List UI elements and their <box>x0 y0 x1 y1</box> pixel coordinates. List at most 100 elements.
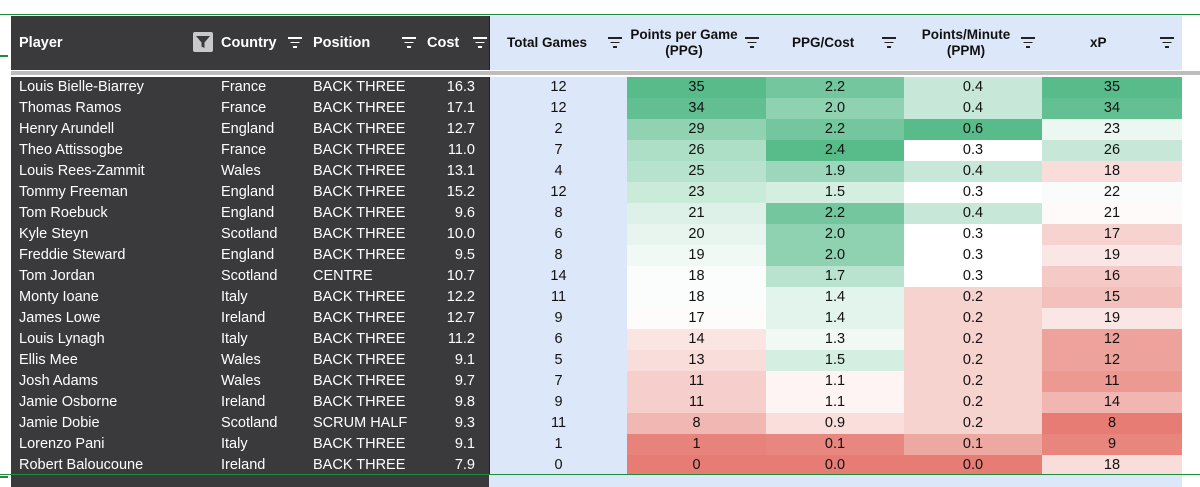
cell-country[interactable]: England <box>213 119 305 140</box>
cell-ppm[interactable]: 0.3 <box>904 224 1042 245</box>
cell-country[interactable]: France <box>213 77 305 98</box>
cell-total-games[interactable]: 1 <box>489 434 627 455</box>
cell-ppg[interactable]: 34 <box>627 98 766 119</box>
cell-ppg-cost[interactable]: 1.3 <box>766 329 904 350</box>
header-position[interactable]: Position <box>305 16 417 70</box>
cell-total-games[interactable]: 9 <box>489 308 627 329</box>
cell-player[interactable]: Theo Attissogbe <box>11 140 213 161</box>
cell-ppm[interactable]: 0.2 <box>904 371 1042 392</box>
cell-cost[interactable]: 12.2 <box>417 287 489 308</box>
cell-xp[interactable]: 35 <box>1042 77 1182 98</box>
cell-xp[interactable]: 16 <box>1042 266 1182 287</box>
cell-xp[interactable]: 15 <box>1042 287 1182 308</box>
cell-country[interactable]: Scotland <box>213 266 305 287</box>
cell-cost[interactable]: 9.3 <box>417 413 489 434</box>
cell-country[interactable]: Wales <box>213 350 305 371</box>
header-player[interactable]: Player <box>11 16 213 70</box>
cell-xp[interactable]: 12 <box>1042 350 1182 371</box>
cell-xp[interactable]: 18 <box>1042 455 1182 476</box>
cell-ppm[interactable]: 0.3 <box>904 266 1042 287</box>
cell-cost[interactable]: 11.0 <box>417 140 489 161</box>
cell-total-games[interactable]: 14 <box>489 266 627 287</box>
cell-ppg[interactable]: 23 <box>627 182 766 203</box>
cell-ppg[interactable]: 17 <box>627 308 766 329</box>
cell-ppg-cost[interactable]: 1.9 <box>766 161 904 182</box>
filter-icon[interactable] <box>288 37 302 48</box>
header-ppm[interactable]: Points/Minute (PPM) <box>904 16 1042 70</box>
cell-xp[interactable]: 9 <box>1042 434 1182 455</box>
cell-xp[interactable]: 8 <box>1042 413 1182 434</box>
cell-ppg-cost[interactable]: 2.0 <box>766 98 904 119</box>
cell-cost[interactable]: 12.7 <box>417 308 489 329</box>
cell-total-games[interactable]: 0 <box>489 455 627 476</box>
cell-xp[interactable]: 17 <box>1042 224 1182 245</box>
cell-ppg[interactable]: 11 <box>627 392 766 413</box>
cell-player[interactable]: Monty Ioane <box>11 287 213 308</box>
cell-position[interactable]: BACK THREE <box>305 245 417 266</box>
cell-cost[interactable]: 9.1 <box>417 350 489 371</box>
cell-player[interactable]: Freddie Steward <box>11 245 213 266</box>
cell-ppg[interactable]: 14 <box>627 329 766 350</box>
cell-ppm[interactable]: 0.4 <box>904 77 1042 98</box>
cell-ppg[interactable]: 29 <box>627 119 766 140</box>
cell-position[interactable]: BACK THREE <box>305 224 417 245</box>
cell-ppm[interactable]: 0.2 <box>904 392 1042 413</box>
cell-total-games[interactable]: 5 <box>489 350 627 371</box>
cell-position[interactable]: BACK THREE <box>305 119 417 140</box>
cell-position[interactable]: CENTRE <box>305 266 417 287</box>
cell-player[interactable]: Jamie Osborne <box>11 392 213 413</box>
cell-country[interactable]: Wales <box>213 371 305 392</box>
cell-country[interactable]: England <box>213 182 305 203</box>
cell-player[interactable]: Thomas Ramos <box>11 98 213 119</box>
cell-xp[interactable]: 18 <box>1042 161 1182 182</box>
cell-xp[interactable]: 11 <box>1042 371 1182 392</box>
cell-ppg-cost[interactable]: 0.0 <box>766 455 904 476</box>
cell-total-games[interactable]: 8 <box>489 245 627 266</box>
cell-position[interactable]: BACK THREE <box>305 161 417 182</box>
cell-total-games[interactable]: 7 <box>489 371 627 392</box>
cell-ppm[interactable]: 0.4 <box>904 161 1042 182</box>
cell-ppg-cost[interactable]: 2.0 <box>766 245 904 266</box>
cell-player[interactable]: Tom Roebuck <box>11 203 213 224</box>
cell-player[interactable]: Louis Rees-Zammit <box>11 161 213 182</box>
cell-player[interactable]: Kyle Steyn <box>11 224 213 245</box>
cell-player[interactable]: Louis Bielle-Biarrey <box>11 77 213 98</box>
cell-player[interactable]: Tom Jordan <box>11 266 213 287</box>
cell-total-games[interactable]: 6 <box>489 224 627 245</box>
cell-ppm[interactable]: 0.2 <box>904 329 1042 350</box>
cell-player[interactable]: Jamie Dobie <box>11 413 213 434</box>
cell-position[interactable]: BACK THREE <box>305 287 417 308</box>
cell-ppg-cost[interactable]: 2.2 <box>766 77 904 98</box>
header-ppg[interactable]: Points per Game (PPG) <box>627 16 766 70</box>
cell-ppg-cost[interactable]: 0.9 <box>766 413 904 434</box>
cell-player[interactable]: Robert Baloucoune <box>11 455 213 476</box>
cell-total-games[interactable]: 4 <box>489 161 627 182</box>
cell-xp[interactable]: 19 <box>1042 245 1182 266</box>
cell-ppg-cost[interactable]: 1.5 <box>766 350 904 371</box>
cell-country[interactable]: France <box>213 98 305 119</box>
cell-ppg[interactable]: 13 <box>627 350 766 371</box>
cell-ppm[interactable]: 0.3 <box>904 245 1042 266</box>
cell-position[interactable]: BACK THREE <box>305 98 417 119</box>
cell-xp[interactable]: 26 <box>1042 140 1182 161</box>
cell-cost[interactable]: 9.5 <box>417 245 489 266</box>
cell-country[interactable]: Ireland <box>213 455 305 476</box>
cell-total-games[interactable]: 12 <box>489 77 627 98</box>
cell-cost[interactable]: 9.7 <box>417 371 489 392</box>
cell-cost[interactable]: 13.1 <box>417 161 489 182</box>
cell-ppg[interactable]: 35 <box>627 77 766 98</box>
cell-ppg-cost[interactable]: 1.4 <box>766 287 904 308</box>
cell-player[interactable]: Lorenzo Pani <box>11 434 213 455</box>
cell-ppm[interactable]: 0.3 <box>904 140 1042 161</box>
cell-ppg-cost[interactable]: 1.5 <box>766 182 904 203</box>
cell-position[interactable]: SCRUM HALF <box>305 413 417 434</box>
cell-ppg-cost[interactable]: 2.2 <box>766 203 904 224</box>
cell-ppg[interactable]: 8 <box>627 413 766 434</box>
cell-total-games[interactable]: 9 <box>489 392 627 413</box>
header-cost[interactable]: Cost <box>417 16 489 70</box>
cell-xp[interactable]: 22 <box>1042 182 1182 203</box>
cell-country[interactable]: Scotland <box>213 413 305 434</box>
cell-cost[interactable]: 9.8 <box>417 392 489 413</box>
cell-position[interactable]: BACK THREE <box>305 308 417 329</box>
cell-ppm[interactable]: 0.2 <box>904 413 1042 434</box>
